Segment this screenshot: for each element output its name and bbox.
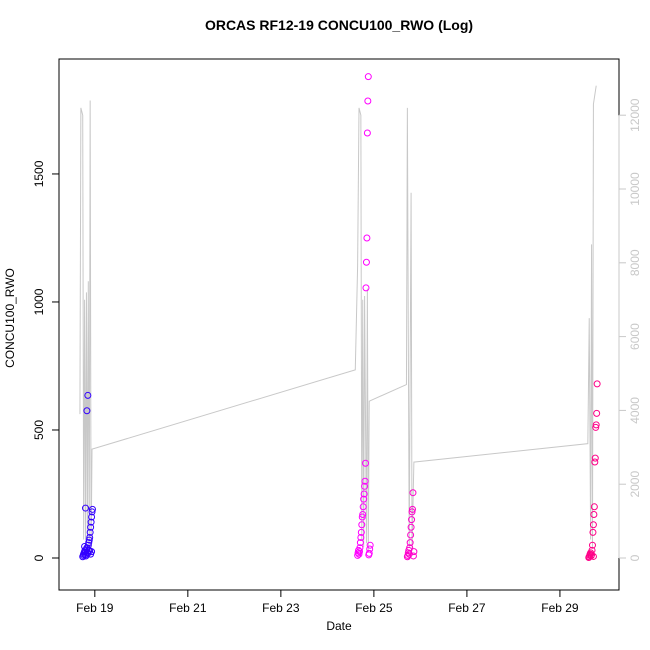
point — [363, 234, 371, 242]
point — [408, 516, 416, 524]
chart-title: ORCAS RF12-19 CONCU100_RWO (Log) — [205, 17, 473, 33]
y2-tick-label: 10000 — [628, 172, 642, 206]
point — [357, 534, 365, 542]
point — [588, 551, 596, 559]
point — [85, 536, 93, 544]
point — [407, 523, 415, 531]
point — [358, 513, 366, 521]
point — [359, 503, 367, 511]
point — [86, 528, 94, 536]
point — [362, 284, 370, 292]
point — [355, 548, 363, 556]
point — [409, 552, 417, 560]
point — [365, 549, 373, 557]
point — [366, 541, 374, 549]
point — [406, 544, 414, 552]
point — [590, 503, 598, 511]
x-tick-label: Feb 29 — [541, 601, 579, 615]
y-axis-label: CONCU100_RWO — [3, 268, 17, 368]
plot-box — [58, 58, 620, 591]
point — [592, 421, 600, 429]
point — [360, 490, 368, 498]
point — [82, 504, 90, 512]
point — [593, 409, 601, 417]
x-tick-label: Feb 25 — [355, 601, 393, 615]
x-tick-label: Feb 27 — [448, 601, 486, 615]
point — [87, 523, 95, 531]
point — [589, 521, 597, 529]
point — [590, 510, 598, 518]
y2-tick-label: 0 — [628, 554, 642, 561]
point — [354, 551, 362, 559]
point — [88, 513, 96, 521]
point — [362, 459, 370, 467]
y-tick-label: 0 — [32, 554, 46, 561]
point — [83, 407, 91, 415]
point — [358, 521, 366, 529]
y2-tick-label: 12000 — [628, 98, 642, 132]
point — [409, 489, 417, 497]
point — [588, 541, 596, 549]
point — [364, 73, 372, 81]
point — [87, 518, 95, 526]
point — [88, 548, 96, 556]
point — [88, 508, 96, 516]
point — [361, 477, 369, 485]
point — [81, 542, 89, 550]
y2-tick-label: 6000 — [628, 323, 642, 350]
point — [355, 550, 363, 558]
y2-tick-label: 4000 — [628, 397, 642, 424]
point — [357, 528, 365, 536]
point — [359, 510, 367, 518]
point — [356, 544, 364, 552]
point — [86, 534, 94, 542]
point — [85, 539, 93, 547]
point — [406, 539, 414, 547]
y2-tick-label: 2000 — [628, 471, 642, 498]
line-series — [79, 85, 597, 551]
point — [589, 528, 597, 536]
point — [361, 482, 369, 490]
point — [360, 495, 368, 503]
point — [589, 552, 597, 560]
point — [88, 505, 96, 513]
y-tick-label: 1000 — [32, 288, 46, 315]
point — [591, 454, 599, 462]
y-tick-label: 500 — [32, 420, 46, 440]
point — [592, 423, 600, 431]
point — [408, 508, 416, 516]
point — [410, 548, 418, 556]
point — [593, 380, 601, 388]
y2-tick-label: 8000 — [628, 249, 642, 276]
y-tick-label: 1500 — [32, 160, 46, 187]
point — [407, 531, 415, 539]
point — [591, 458, 599, 466]
point — [356, 539, 364, 547]
x-tick-label: Feb 23 — [262, 601, 300, 615]
x-tick-label: Feb 21 — [169, 601, 207, 615]
point — [363, 129, 371, 137]
x-tick-label: Feb 19 — [76, 601, 114, 615]
point — [362, 258, 370, 266]
point — [84, 391, 92, 399]
point — [364, 97, 372, 105]
point — [408, 505, 416, 513]
x-axis-label: Date — [326, 619, 352, 633]
point — [366, 545, 374, 553]
